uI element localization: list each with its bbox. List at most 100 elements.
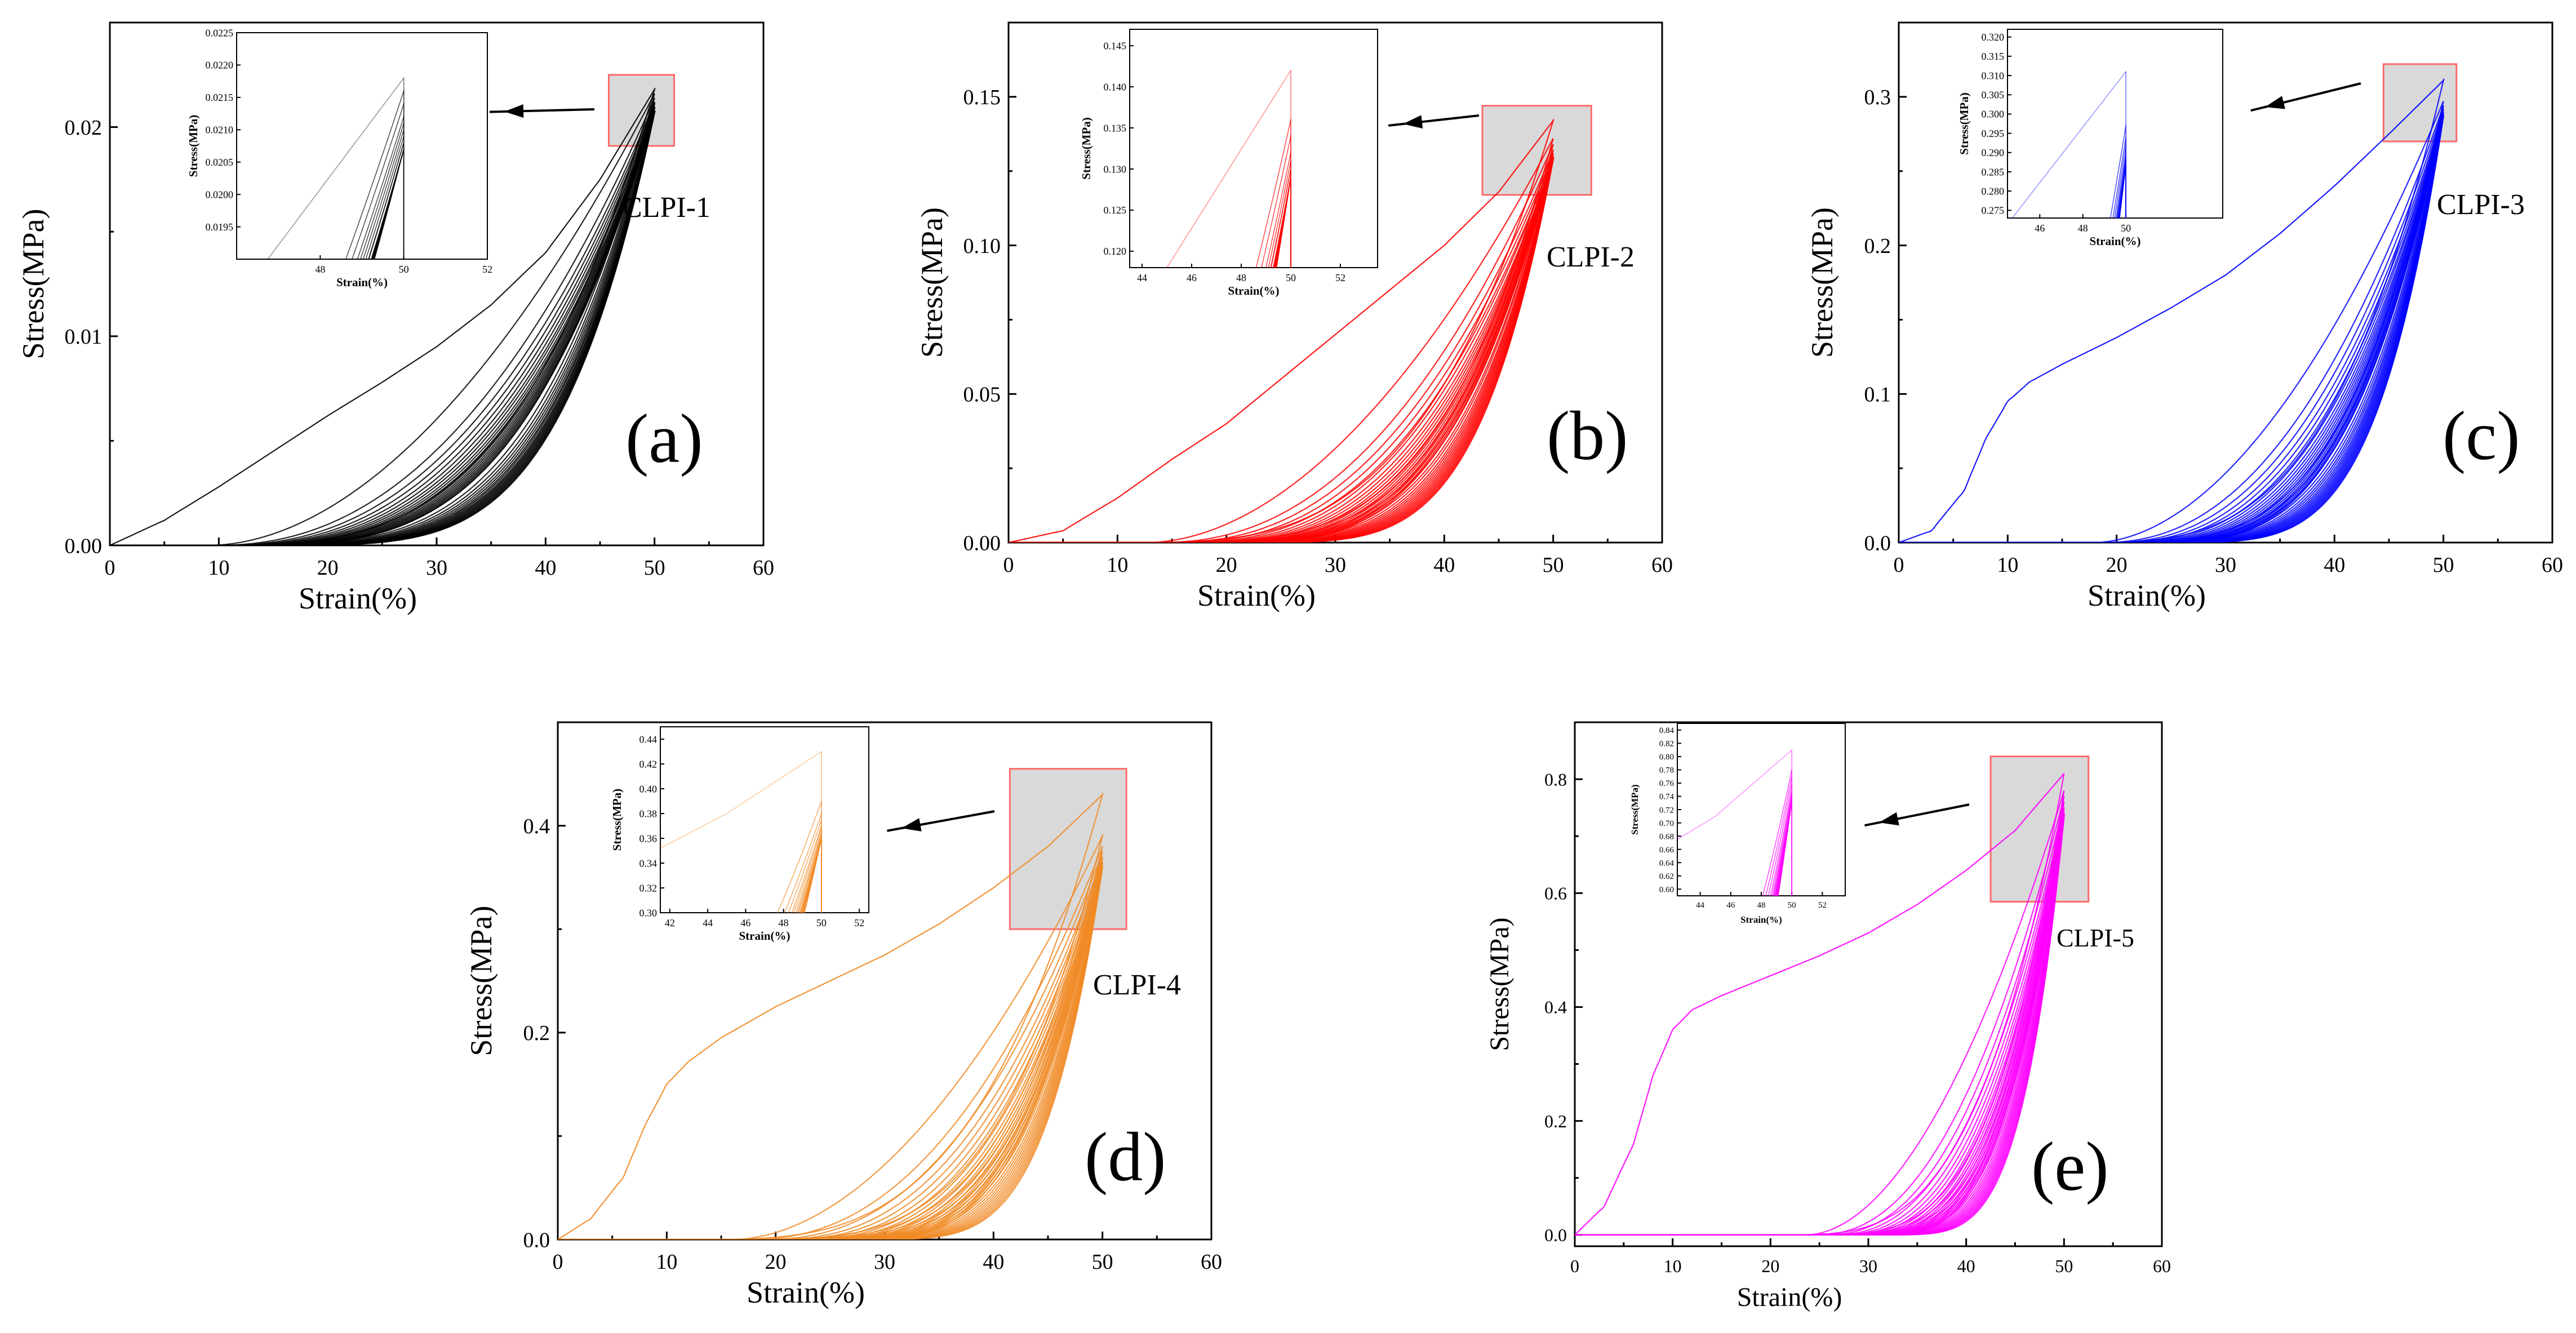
- main-x-tick-label: 60: [2542, 553, 2563, 577]
- inset-x-tick-label: 42: [665, 917, 675, 928]
- main-y-tick-label: 0.6: [1544, 883, 1567, 903]
- x-axis-title: Strain(%): [299, 581, 417, 615]
- inset-x-tick-label: 48: [2078, 223, 2088, 234]
- inset-x-tick-label: 52: [1335, 272, 1345, 283]
- inset-y-axis-title: Stress(MPa): [1957, 92, 1971, 154]
- main-x-tick-label: 0: [1570, 1256, 1579, 1276]
- inset-cycle-curve: [2007, 159, 2126, 799]
- inset-y-tick-label: 0.36: [639, 833, 658, 844]
- inset-x-tick-label: 48: [1757, 901, 1766, 910]
- main-y-tick-label: 0.10: [963, 234, 1001, 258]
- panel-letter: (e): [2031, 1128, 2109, 1205]
- y-axis-title: Stress(MPa): [16, 209, 50, 359]
- inset-y-tick-label: 0.76: [1659, 779, 1675, 788]
- sample-label: CLPI-2: [1547, 241, 1635, 273]
- inset-y-tick-label: 0.130: [1104, 163, 1127, 175]
- inset-y-tick-label: 0.34: [639, 857, 658, 869]
- inset-x-tick-label: 48: [779, 917, 789, 928]
- inset-y-tick-label: 0.0205: [206, 157, 234, 168]
- inset-cycle-curve: [2007, 163, 2126, 818]
- arrow-head-icon: [2265, 96, 2285, 109]
- main-x-tick-label: 20: [317, 556, 339, 580]
- inset-plot: 44 46 48 50 520.600.620.640.660.680.700.720.…: [1624, 723, 1845, 1239]
- inset-cycle-curve: [2007, 163, 2126, 810]
- inset-y-tick-label: 0.315: [1982, 51, 2005, 62]
- inset-x-tick-label: 50: [816, 917, 827, 928]
- panel-letter: (a): [625, 400, 703, 477]
- main-y-tick-label: 0.0: [1864, 531, 1891, 555]
- chart-panel-a: 0 10 20 30 40 50 600.000.010.02Strain(%)Stress…: [16, 23, 774, 686]
- main-y-tick-label: 0.8: [1544, 769, 1567, 789]
- inset-x-tick-label: 44: [1696, 901, 1705, 910]
- main-x-tick-label: 30: [2215, 553, 2236, 577]
- y-axis-title: Stress(MPa): [1805, 207, 1839, 358]
- inset-y-tick-label: 0.0210: [206, 125, 234, 136]
- inset-y-tick-label: 0.0195: [206, 221, 234, 233]
- main-x-tick-label: 20: [765, 1250, 787, 1274]
- inset-x-tick-label: 50: [2121, 223, 2131, 234]
- main-y-tick-label: 0.2: [1864, 234, 1891, 258]
- arrow-head-icon: [504, 104, 523, 118]
- sample-label: CLPI-5: [2057, 923, 2134, 952]
- sample-label: CLPI-4: [1093, 969, 1181, 1001]
- inset-y-tick-label: 0.66: [1659, 846, 1675, 855]
- main-x-tick-label: 0: [105, 556, 116, 580]
- main-x-tick-label: 60: [753, 556, 774, 580]
- main-x-tick-label: 30: [426, 556, 447, 580]
- main-x-tick-label: 50: [2433, 553, 2454, 577]
- main-y-tick-label: 0.00: [963, 531, 1001, 555]
- inset-x-tick-label: 48: [315, 264, 325, 275]
- main-x-tick-label: 30: [874, 1250, 895, 1274]
- main-y-tick-label: 0.01: [65, 325, 103, 349]
- inset-y-axis-title: Stress(MPa): [1629, 784, 1640, 834]
- inset-y-axis-title: Stress(MPa): [610, 789, 624, 851]
- inset-y-tick-label: 0.275: [1982, 205, 2005, 216]
- main-x-tick-label: 10: [208, 556, 229, 580]
- main-x-tick-label: 40: [535, 556, 556, 580]
- main-x-tick-label: 60: [2153, 1256, 2171, 1276]
- inset-y-tick-label: 0.80: [1659, 753, 1674, 762]
- inset-y-tick-label: 0.70: [1659, 819, 1674, 828]
- arrow-head-icon: [901, 818, 922, 832]
- main-x-tick-label: 40: [2324, 553, 2345, 577]
- main-x-tick-label: 10: [1997, 553, 2018, 577]
- main-x-tick-label: 10: [1664, 1256, 1682, 1276]
- inset-y-tick-label: 0.40: [639, 783, 658, 794]
- arrow-head-icon: [1879, 812, 1899, 826]
- inset-x-tick-label: 46: [2035, 223, 2045, 234]
- inset-x-tick-label: 50: [399, 264, 409, 275]
- inset-y-tick-label: 0.305: [1982, 90, 2005, 101]
- main-y-tick-label: 0.1: [1864, 383, 1891, 407]
- inset-y-tick-label: 0.62: [1659, 872, 1674, 881]
- inset-y-tick-label: 0.0220: [206, 60, 234, 71]
- inset-y-tick-label: 0.78: [1659, 766, 1674, 775]
- main-y-tick-label: 0.02: [65, 116, 103, 140]
- inset-y-tick-label: 0.30: [639, 907, 658, 918]
- main-y-tick-label: 0.15: [963, 86, 1001, 109]
- inset-y-axis-title: Stress(MPa): [1080, 117, 1093, 179]
- inset-x-tick-label: 50: [1286, 272, 1296, 283]
- main-x-tick-label: 50: [1543, 553, 1564, 577]
- inset-y-tick-label: 0.72: [1659, 806, 1674, 815]
- inset-x-axis-title: Strain(%): [739, 929, 790, 943]
- x-axis-title: Strain(%): [2088, 579, 2206, 612]
- inset-y-tick-label: 0.64: [1659, 859, 1675, 868]
- inset-y-tick-label: 0.145: [1104, 40, 1127, 51]
- inset-frame: [1677, 723, 1845, 896]
- sample-label: CLPI-1: [623, 192, 710, 224]
- inset-x-tick-label: 52: [1818, 901, 1827, 910]
- main-y-tick-label: 0.0: [523, 1228, 550, 1252]
- inset-y-tick-label: 0.120: [1104, 246, 1127, 257]
- inset-x-tick-label: 44: [1137, 272, 1147, 283]
- main-x-tick-label: 60: [1651, 553, 1673, 577]
- main-x-tick-label: 50: [644, 556, 665, 580]
- main-x-tick-label: 30: [1325, 553, 1346, 577]
- main-x-tick-label: 50: [2055, 1256, 2073, 1276]
- inset-plot: 42 44 46 48 50 520.300.320.340.360.380.400.42…: [607, 727, 869, 1231]
- inset-y-tick-label: 0.310: [1982, 70, 2005, 81]
- inset-cycle-curve: [2007, 159, 2126, 790]
- main-x-tick-label: 0: [1003, 553, 1014, 577]
- inset-x-axis-title: Strain(%): [1228, 284, 1280, 297]
- main-y-tick-label: 0.2: [1544, 1111, 1567, 1131]
